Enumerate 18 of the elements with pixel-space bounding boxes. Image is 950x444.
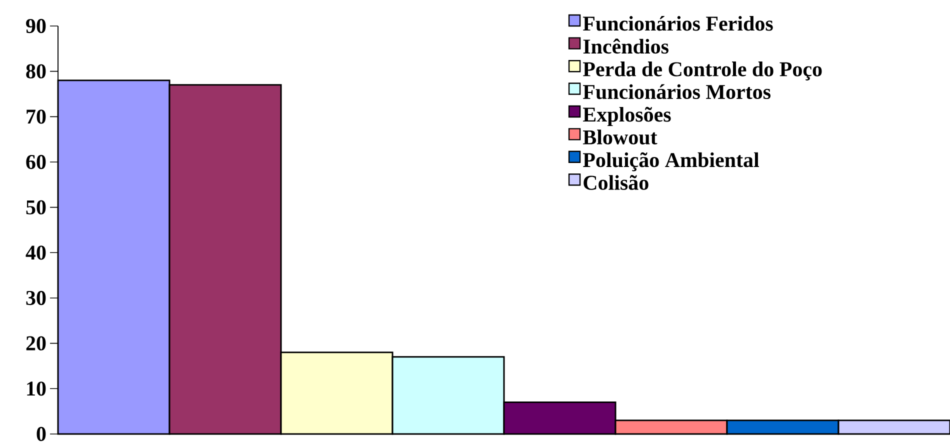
- legend-label: Poluição Ambiental: [582, 152, 759, 172]
- legend-label: Perda de Controle do Poço: [582, 62, 822, 80]
- legend-label: Colisão: [584, 175, 648, 190]
- legend-label: Funcionários Feridos: [582, 16, 773, 31]
- legend-label: Incêndios: [583, 38, 668, 54]
- y-tick-label: 0: [36, 426, 46, 442]
- y-tick-label: 60: [26, 154, 46, 170]
- y-tick-label: 80: [26, 64, 46, 78]
- y-tick-label: 70: [26, 110, 46, 124]
- y-tick-label: 50: [26, 200, 46, 214]
- legend-label: Funcionários Mortos: [582, 84, 770, 100]
- legend-label: Explosões: [582, 106, 671, 126]
- y-tick-label: 10: [27, 382, 46, 396]
- y-tick-label: 20: [26, 336, 46, 350]
- y-tick-label: 40: [26, 246, 46, 260]
- y-tick-label: 30: [26, 290, 46, 306]
- legend-label: Blowout: [582, 130, 658, 144]
- y-tick-label: 90: [26, 18, 46, 34]
